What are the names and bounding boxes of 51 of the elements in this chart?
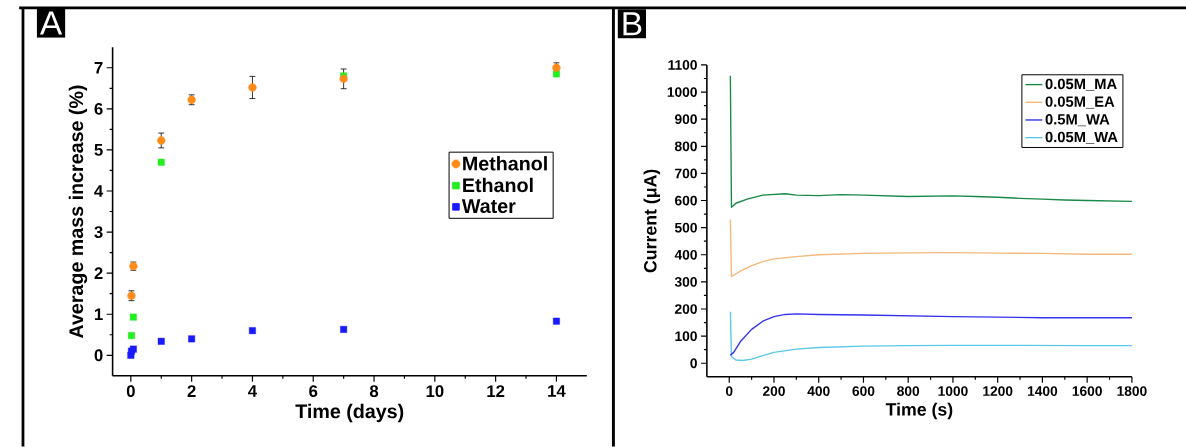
x-tick-label: 4 <box>248 385 257 397</box>
legend-label: 0.5M_WA <box>1045 114 1110 127</box>
legend-label: 0.05M_MA <box>1045 78 1117 91</box>
x-tick-label: 10 <box>426 385 444 398</box>
y-tick-label: 0 <box>690 358 697 369</box>
y-tick-label: 400 <box>674 250 697 260</box>
x-tick-label: 1000 <box>938 386 968 397</box>
chart-title: A <box>39 11 63 35</box>
legend-label: Methanol <box>463 156 547 171</box>
y-tick-label: 900 <box>674 114 697 125</box>
x-tick-label: 6 <box>309 385 318 398</box>
x-tick-label: 0 <box>725 386 733 397</box>
legend-label: Water <box>461 199 516 214</box>
legend-label: 0.05M_EA <box>1045 96 1115 109</box>
x-tick-label: 0 <box>126 385 135 398</box>
chart-title: B <box>623 12 642 36</box>
x-tick-label: 1400 <box>1027 386 1058 397</box>
y-tick-label: 3 <box>94 226 103 239</box>
x-tick-label: 12 <box>487 385 505 398</box>
y-tick-label: 7 <box>94 62 103 74</box>
y-tick-label: 100 <box>675 331 697 342</box>
y-tick-label: 800 <box>674 141 697 152</box>
y-tick-label: 500 <box>674 222 697 233</box>
y-tick-label: 6 <box>94 103 103 115</box>
y-tick-label: 200 <box>674 304 697 315</box>
legend-label: 0.05M_WA <box>1045 131 1118 145</box>
y-tick-label: 5 <box>94 144 103 156</box>
y-tick-label: 1 <box>94 308 103 321</box>
y-tick-label: 1100 <box>668 60 697 70</box>
y-tick-label: 2 <box>94 267 103 280</box>
legend-label: Ethanol <box>463 177 533 193</box>
x-axis-title: Time (days) <box>295 403 404 423</box>
y-tick-label: 4 <box>94 185 104 197</box>
y-axis-title: Current (μA) <box>643 169 661 273</box>
x-tick-label: 200 <box>762 386 785 397</box>
x-tick-label: 600 <box>852 386 875 397</box>
y-tick-label: 600 <box>675 195 697 206</box>
x-axis-title: Time (s) <box>885 402 953 420</box>
x-tick-label: 800 <box>897 386 920 397</box>
x-tick-label: 400 <box>807 386 830 397</box>
y-axis-title: Average mass increase (%) <box>68 85 88 339</box>
x-tick-label: 1200 <box>983 386 1013 397</box>
y-tick-label: 300 <box>674 277 697 287</box>
x-tick-label: 2 <box>187 385 196 398</box>
x-tick-label: 8 <box>369 385 379 398</box>
y-tick-label: 700 <box>675 168 697 179</box>
x-tick-label: 1600 <box>1072 386 1102 397</box>
y-tick-label: 0 <box>94 349 103 362</box>
x-tick-label: 1800 <box>1117 386 1147 397</box>
y-tick-label: 1000 <box>667 87 697 98</box>
x-tick-label: 14 <box>548 385 566 397</box>
